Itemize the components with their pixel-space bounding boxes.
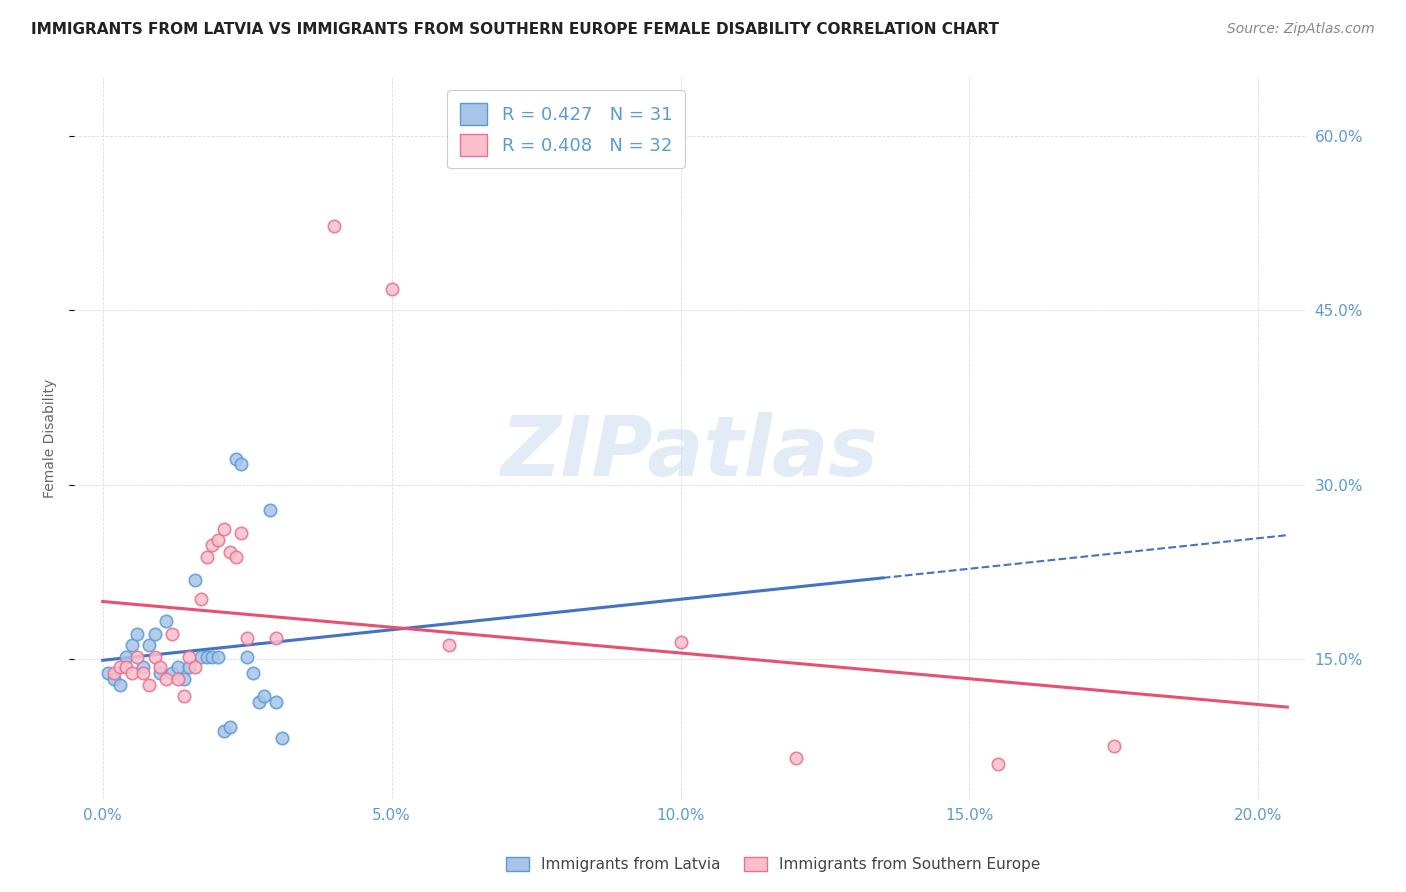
Point bbox=[225, 549, 247, 564]
Point bbox=[166, 672, 188, 686]
Text: IMMIGRANTS FROM LATVIA VS IMMIGRANTS FROM SOUTHERN EUROPE FEMALE DISABILITY CORR: IMMIGRANTS FROM LATVIA VS IMMIGRANTS FRO… bbox=[31, 22, 998, 37]
Point bbox=[225, 452, 247, 467]
Point bbox=[149, 666, 172, 681]
Point bbox=[207, 533, 229, 548]
Point bbox=[242, 666, 264, 681]
Point bbox=[149, 660, 172, 674]
Point bbox=[231, 526, 253, 541]
Point bbox=[190, 649, 212, 664]
Legend: R = 0.427   N = 31, R = 0.408   N = 32: R = 0.427 N = 31, R = 0.408 N = 32 bbox=[447, 90, 685, 169]
Point bbox=[103, 672, 125, 686]
Point bbox=[114, 649, 136, 664]
Point bbox=[247, 695, 270, 709]
Point bbox=[253, 690, 276, 704]
Point bbox=[381, 282, 404, 296]
Point bbox=[264, 695, 287, 709]
Point bbox=[127, 626, 149, 640]
Point bbox=[212, 522, 235, 536]
Point bbox=[121, 666, 143, 681]
Point bbox=[184, 660, 207, 674]
Point bbox=[270, 731, 292, 746]
Point bbox=[127, 649, 149, 664]
Point bbox=[184, 573, 207, 587]
Point bbox=[138, 678, 160, 692]
Point bbox=[143, 626, 166, 640]
Point bbox=[264, 631, 287, 645]
Point bbox=[987, 756, 1010, 771]
Point bbox=[231, 457, 253, 471]
Text: Source: ZipAtlas.com: Source: ZipAtlas.com bbox=[1227, 22, 1375, 37]
Point bbox=[155, 614, 177, 628]
Point bbox=[138, 638, 160, 652]
Point bbox=[322, 219, 344, 234]
Point bbox=[160, 626, 183, 640]
Point bbox=[108, 660, 131, 674]
Point bbox=[218, 720, 240, 734]
Point bbox=[143, 649, 166, 664]
Point bbox=[259, 503, 281, 517]
Point bbox=[201, 649, 224, 664]
Point bbox=[212, 724, 235, 739]
Point bbox=[173, 690, 195, 704]
Point bbox=[785, 751, 807, 765]
Point bbox=[173, 672, 195, 686]
Point bbox=[201, 538, 224, 552]
Text: ZIPatlas: ZIPatlas bbox=[501, 412, 879, 493]
Point bbox=[155, 672, 177, 686]
Point bbox=[97, 666, 120, 681]
Point bbox=[132, 660, 155, 674]
Point bbox=[108, 678, 131, 692]
Point bbox=[179, 660, 201, 674]
Point bbox=[207, 649, 229, 664]
Point bbox=[236, 649, 259, 664]
Point bbox=[195, 549, 218, 564]
Point bbox=[166, 660, 188, 674]
Point bbox=[103, 666, 125, 681]
Point bbox=[114, 660, 136, 674]
Point bbox=[236, 631, 259, 645]
Point bbox=[121, 638, 143, 652]
Point bbox=[195, 649, 218, 664]
Point bbox=[439, 638, 461, 652]
Point bbox=[160, 666, 183, 681]
Y-axis label: Female Disability: Female Disability bbox=[44, 378, 58, 498]
Point bbox=[218, 545, 240, 559]
Point bbox=[179, 649, 201, 664]
Legend: Immigrants from Latvia, Immigrants from Southern Europe: Immigrants from Latvia, Immigrants from … bbox=[499, 849, 1047, 880]
Point bbox=[132, 666, 155, 681]
Point bbox=[669, 634, 692, 648]
Point bbox=[1102, 739, 1125, 754]
Point bbox=[190, 591, 212, 606]
